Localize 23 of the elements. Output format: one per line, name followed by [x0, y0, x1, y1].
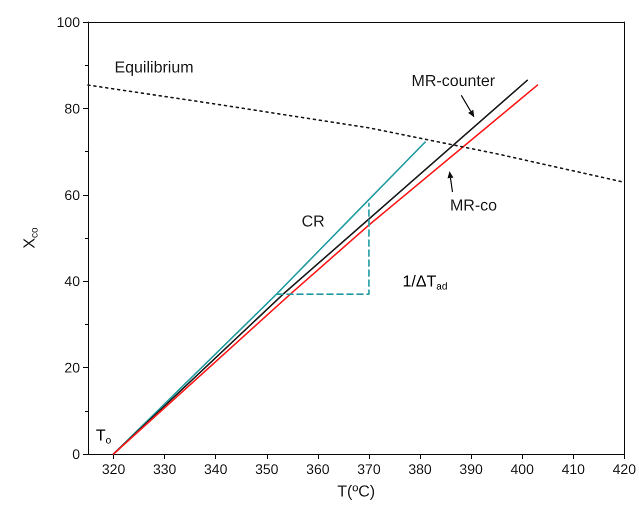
- y-tick-label: 100: [56, 14, 80, 30]
- series-label: MR-counter: [411, 72, 496, 90]
- series-label: Equilibrium: [114, 60, 194, 77]
- series-label: MR-co: [450, 198, 498, 215]
- x-tick-label: 350: [255, 461, 279, 477]
- y-axis-title: Xco: [22, 226, 40, 249]
- series-label: CR: [302, 214, 325, 231]
- y-tick-label: 20: [64, 360, 80, 376]
- y-tick-label: 0: [72, 446, 80, 462]
- y-tick-label: 40: [64, 273, 80, 290]
- x-tick-label: 320: [102, 461, 126, 477]
- y-tick-label: 60: [64, 186, 80, 203]
- x-tick-label: 380: [408, 461, 432, 477]
- x-tick-label: 370: [357, 461, 381, 477]
- x-tick-label: 420: [612, 461, 636, 477]
- x-axis-title: T(ºC): [337, 484, 376, 500]
- y-tick-label: 80: [64, 100, 80, 116]
- x-tick-label: 340: [204, 461, 228, 477]
- x-tick-label: 400: [510, 461, 534, 477]
- x-tick-label: 360: [306, 461, 330, 477]
- x-tick-label: 330: [152, 461, 177, 477]
- x-tick-label: 390: [459, 461, 483, 477]
- x-tick-label: 410: [562, 461, 586, 477]
